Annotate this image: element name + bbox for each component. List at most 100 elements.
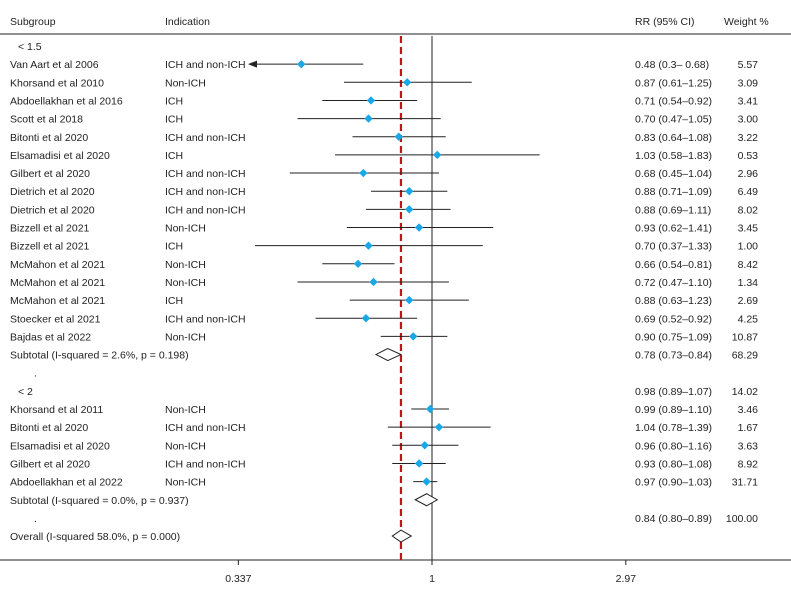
study-name: Abdoellakhan et al 2022 bbox=[10, 477, 123, 489]
study-name: Khorsand et al 2011 bbox=[10, 404, 103, 416]
rr-ci-value: 0.96 (0.80–1.16) bbox=[635, 440, 712, 452]
study-name: McMahon et al 2021 bbox=[10, 295, 105, 307]
plot-marks bbox=[248, 59, 540, 543]
weight-value: 6.49 bbox=[738, 186, 759, 198]
study-name: Dietrich et al 2020 bbox=[10, 204, 95, 216]
header-indication: Indication bbox=[165, 16, 210, 28]
header-weight: Weight % bbox=[724, 16, 769, 28]
plot-lines bbox=[0, 33, 791, 565]
point-estimate-marker bbox=[426, 404, 435, 414]
point-estimate-marker bbox=[405, 187, 414, 196]
rr-ci-value: 0.78 (0.73–0.84) bbox=[635, 350, 712, 362]
study-indication: ICH bbox=[165, 95, 183, 107]
rr-ci-value: 1.03 (0.58–1.83) bbox=[635, 150, 712, 162]
rr-ci-value: 0.84 (0.80–0.89) bbox=[635, 513, 712, 525]
point-estimate-marker bbox=[364, 241, 373, 250]
weight-value: 8.02 bbox=[738, 204, 759, 216]
study-indication: Non-ICH bbox=[165, 277, 206, 289]
point-estimate-marker bbox=[414, 459, 424, 468]
spacer-dot: . bbox=[34, 513, 37, 525]
study-indication: ICH bbox=[165, 241, 183, 253]
point-estimate-marker bbox=[434, 422, 444, 432]
rr-ci-value: 1.04 (0.78–1.39) bbox=[635, 422, 712, 434]
weight-value: 3.09 bbox=[738, 77, 759, 89]
rr-ci-value: 0.90 (0.75–1.09) bbox=[635, 331, 712, 343]
rr-ci-value: 0.69 (0.52–0.92) bbox=[635, 313, 712, 325]
study-indication: Non-ICH bbox=[165, 77, 206, 89]
plot-text: Subgroup Indication RR (95% CI) Weight %… bbox=[10, 16, 769, 585]
point-estimate-marker bbox=[422, 477, 431, 486]
study-indication: ICH and non-ICH bbox=[165, 186, 246, 198]
rr-ci-value: 0.97 (0.90–1.03) bbox=[635, 477, 712, 489]
weight-value: 2.96 bbox=[738, 168, 759, 180]
weight-value: 8.92 bbox=[738, 458, 759, 470]
rr-ci-value: 0.99 (0.89–1.10) bbox=[635, 404, 712, 416]
weight-value: 14.02 bbox=[732, 386, 758, 398]
point-estimate-marker bbox=[433, 150, 442, 160]
study-indication: ICH and non-ICH bbox=[165, 422, 246, 434]
overall-label: Overall (I-squared 58.0%, p = 0.000) bbox=[10, 531, 180, 543]
point-estimate-marker bbox=[403, 78, 412, 87]
point-estimate-marker bbox=[409, 332, 418, 341]
subtotal-label: Subtotal (I-squared = 2.6%, p = 0.198) bbox=[10, 350, 189, 362]
subgroup-heading: < 1.5 bbox=[18, 41, 42, 53]
weight-value: 1.67 bbox=[738, 422, 759, 434]
rr-ci-value: 0.98 (0.89–1.07) bbox=[635, 386, 712, 398]
study-indication: ICH and non-ICH bbox=[165, 458, 246, 470]
overall-diamond bbox=[391, 529, 413, 543]
rr-ci-value: 0.72 (0.47–1.10) bbox=[635, 277, 712, 289]
point-estimate-marker bbox=[353, 259, 363, 268]
weight-value: 31.71 bbox=[732, 477, 758, 489]
study-name: McMahon et al 2021 bbox=[10, 277, 105, 289]
study-indication: ICH and non-ICH bbox=[165, 168, 246, 180]
subtotal-label: Subtotal (I-squared = 0.0%, p = 0.937) bbox=[10, 495, 189, 507]
point-estimate-marker bbox=[366, 96, 376, 105]
rr-ci-value: 0.87 (0.61–1.25) bbox=[635, 77, 712, 89]
x-tick-label: 2.97 bbox=[616, 573, 637, 585]
weight-value: 5.57 bbox=[738, 59, 759, 71]
study-indication: Non-ICH bbox=[165, 331, 206, 343]
rr-ci-value: 0.68 (0.45–1.04) bbox=[635, 168, 712, 180]
rr-ci-value: 0.88 (0.71–1.09) bbox=[635, 186, 712, 198]
weight-value: 3.63 bbox=[738, 440, 759, 452]
rr-ci-value: 0.70 (0.37–1.33) bbox=[635, 241, 712, 253]
study-name: Abdoellakhan et al 2016 bbox=[10, 95, 123, 107]
point-estimate-marker bbox=[297, 59, 306, 69]
study-indication: Non-ICH bbox=[165, 223, 206, 235]
study-name: Elsamadisi et al 2020 bbox=[10, 440, 110, 452]
weight-value: 3.46 bbox=[738, 404, 759, 416]
point-estimate-marker bbox=[364, 114, 373, 123]
x-tick-label: 0.337 bbox=[225, 573, 251, 585]
study-name: Bitonti et al 2020 bbox=[10, 132, 88, 144]
study-indication: ICH bbox=[165, 150, 183, 162]
spacer-dot: . bbox=[34, 368, 37, 380]
weight-value: 2.69 bbox=[738, 295, 759, 307]
study-name: Stoecker et al 2021 bbox=[10, 313, 101, 325]
point-estimate-marker bbox=[394, 132, 404, 141]
rr-ci-value: 0.48 (0.3– 0.68) bbox=[635, 59, 709, 71]
study-indication: ICH bbox=[165, 295, 183, 307]
header-rr: RR (95% CI) bbox=[635, 16, 695, 28]
study-name: Scott et al 2018 bbox=[10, 114, 83, 126]
weight-value: 1.34 bbox=[738, 277, 759, 289]
weight-value: 100.00 bbox=[726, 513, 758, 525]
weight-value: 1.00 bbox=[738, 241, 759, 253]
point-estimate-marker bbox=[420, 441, 429, 450]
weight-value: 3.22 bbox=[738, 132, 759, 144]
study-name: Gilbert et al 2020 bbox=[10, 458, 90, 470]
rr-ci-value: 0.66 (0.54–0.81) bbox=[635, 259, 712, 271]
weight-value: 8.42 bbox=[738, 259, 759, 271]
study-name: Van Aart et al 2006 bbox=[10, 59, 99, 71]
point-estimate-marker bbox=[414, 223, 424, 232]
rr-ci-value: 0.83 (0.64–1.08) bbox=[635, 132, 712, 144]
study-indication: Non-ICH bbox=[165, 477, 206, 489]
study-indication: Non-ICH bbox=[165, 259, 206, 271]
weight-value: 0.53 bbox=[738, 150, 759, 162]
weight-value: 3.45 bbox=[738, 223, 759, 235]
rr-ci-value: 0.88 (0.63–1.23) bbox=[635, 295, 712, 307]
study-name: Bizzell et al 2021 bbox=[10, 223, 90, 235]
weight-value: 4.25 bbox=[738, 313, 759, 325]
study-indication: ICH bbox=[165, 114, 183, 126]
study-name: Gilbert et al 2020 bbox=[10, 168, 90, 180]
